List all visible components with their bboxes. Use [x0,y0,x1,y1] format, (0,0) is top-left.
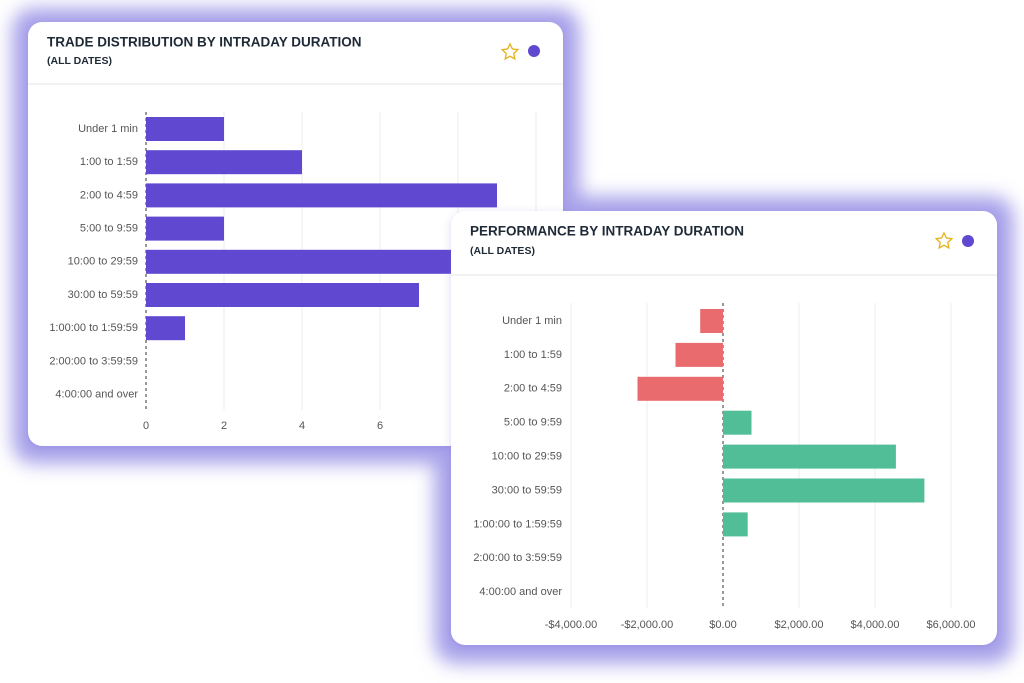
x-tick-label: $6,000.00 [927,619,976,631]
card-subtitle: (ALL DATES) [47,55,112,67]
bar [146,150,302,175]
x-tick-label: 6 [377,420,383,432]
y-tick-label: 10:00 to 29:59 [492,451,562,463]
y-tick-label: Under 1 min [502,315,562,327]
bar [723,478,925,503]
y-tick-label: 4:00:00 and over [55,389,138,401]
info-button[interactable] [962,235,974,247]
x-tick-label: -$4,000.00 [545,619,598,631]
card-subtitle: (ALL DATES) [470,245,535,257]
x-tick-label: $2,000.00 [775,619,824,631]
bar [637,376,723,401]
x-tick-label: 0 [143,420,149,432]
x-tick-label: $0.00 [709,619,737,631]
y-tick-label: 2:00 to 4:59 [504,383,562,395]
x-tick-label: 2 [221,420,227,432]
bar [146,283,419,307]
y-tick-label: 4:00:00 and over [479,586,562,598]
y-tick-label: 2:00:00 to 3:59:59 [473,552,562,564]
x-tick-label: -$2,000.00 [621,619,674,631]
bar [723,444,896,469]
card: TRADE DISTRIBUTION BY INTRADAY DURATION … [28,22,563,446]
info-button[interactable] [528,45,540,57]
card-title: PERFORMANCE BY INTRADAY DURATION [470,224,744,239]
bar [146,216,224,241]
y-tick-label: 10:00 to 29:59 [68,256,138,268]
card: PERFORMANCE BY INTRADAY DURATION (ALL DA… [451,211,997,645]
y-tick-label: 1:00 to 1:59 [504,349,562,361]
y-tick-label: 2:00 to 4:59 [80,189,138,201]
bar [146,249,536,274]
y-tick-label: 5:00 to 9:59 [504,417,562,429]
bar [146,316,185,341]
y-tick-label: Under 1 min [78,123,138,135]
bar [723,512,748,537]
bar [146,117,224,141]
y-tick-label: 5:00 to 9:59 [80,223,138,235]
y-tick-label: 2:00:00 to 3:59:59 [49,355,138,367]
bar [723,410,752,435]
star-button[interactable] [500,42,520,61]
star-button[interactable] [934,231,954,250]
card-title: TRADE DISTRIBUTION BY INTRADAY DURATION [47,35,362,50]
y-tick-label: 1:00:00 to 1:59:59 [473,518,562,530]
x-tick-label: 4 [299,420,305,432]
y-tick-label: 30:00 to 59:59 [492,484,562,496]
bar [675,342,723,367]
bar [700,309,723,333]
y-tick-label: 1:00 to 1:59 [80,156,138,168]
y-tick-label: 1:00:00 to 1:59:59 [49,322,138,334]
y-tick-label: 30:00 to 59:59 [68,289,138,301]
bar [146,183,497,208]
x-tick-label: $4,000.00 [851,619,900,631]
